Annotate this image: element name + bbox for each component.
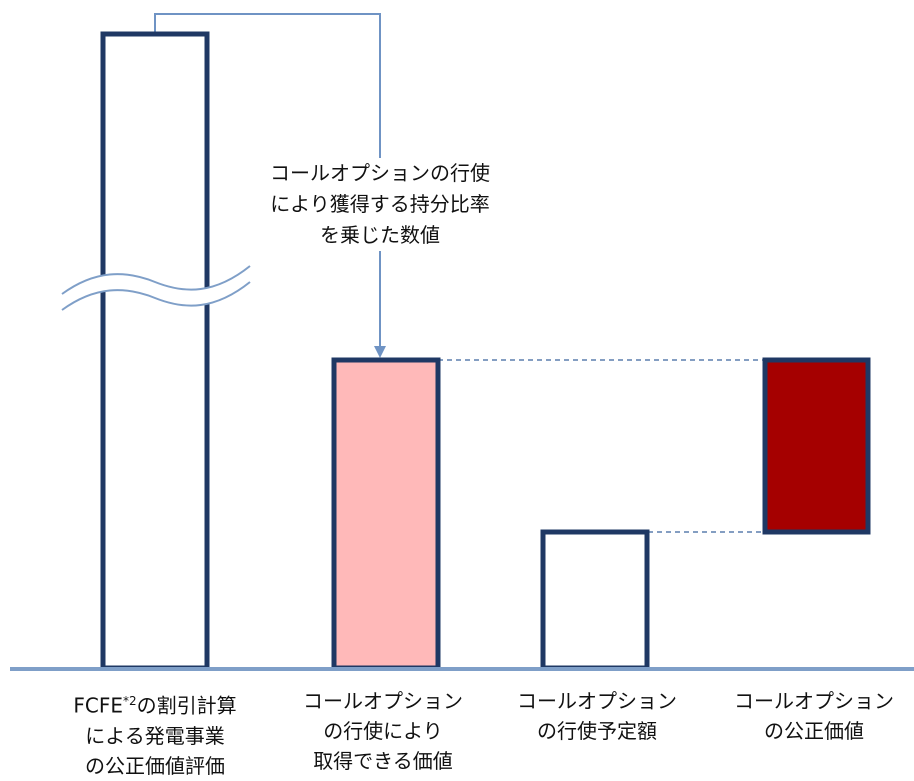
callout-line-2: により獲得する持分比率: [270, 192, 490, 216]
bar-fcfe-valuation: [100, 31, 210, 671]
callout-line-1: コールオプションの行使: [270, 161, 490, 185]
bar-label-planned-line-1: コールオプション: [517, 689, 677, 713]
bar-label-fcfe-valuation: FCFE*2の割引計算 による発電事業 の公正価値評価: [45, 686, 265, 781]
bar-planned-exercise-amount: [540, 529, 650, 671]
bar-label-fair-value-line-2: の公正価値: [764, 719, 864, 743]
axis-break-wave-upper: [61, 265, 251, 295]
bar-label-exercise-acquired-value: コールオプション の行使により 取得できる価値: [273, 686, 493, 776]
connector-arrowhead: [374, 346, 386, 358]
callout-text: コールオプションの行使 により獲得する持分比率 を乗じた数値: [215, 158, 545, 251]
bar-label-exercise-line-3: 取得できる価値: [313, 749, 453, 773]
bar-label-planned-exercise-amount: コールオプション の行使予定額: [487, 686, 707, 746]
bar-call-option-fair-value: [762, 357, 871, 535]
axis-break-gap: [62, 266, 250, 310]
bar-label-fcfe-line-1: FCFE*2の割引計算: [73, 693, 237, 718]
bar-label-planned-line-2: の行使予定額: [537, 719, 657, 743]
bar-label-fcfe-line-2: による発電事業: [85, 723, 225, 748]
bar-label-call-option-fair-value: コールオプション の公正価値: [704, 686, 914, 746]
bar-label-fcfe-line-3: の公正価値評価: [85, 753, 225, 778]
bar-label-fair-value-line-1: コールオプション: [734, 689, 894, 713]
axis-break-wave-lower: [61, 281, 251, 311]
bar-exercise-acquired-value: [331, 357, 441, 671]
callout-line-3: を乗じた数値: [320, 223, 440, 247]
bar-label-exercise-line-1: コールオプション: [303, 689, 463, 713]
bar-label-exercise-line-2: の行使により: [323, 719, 443, 743]
